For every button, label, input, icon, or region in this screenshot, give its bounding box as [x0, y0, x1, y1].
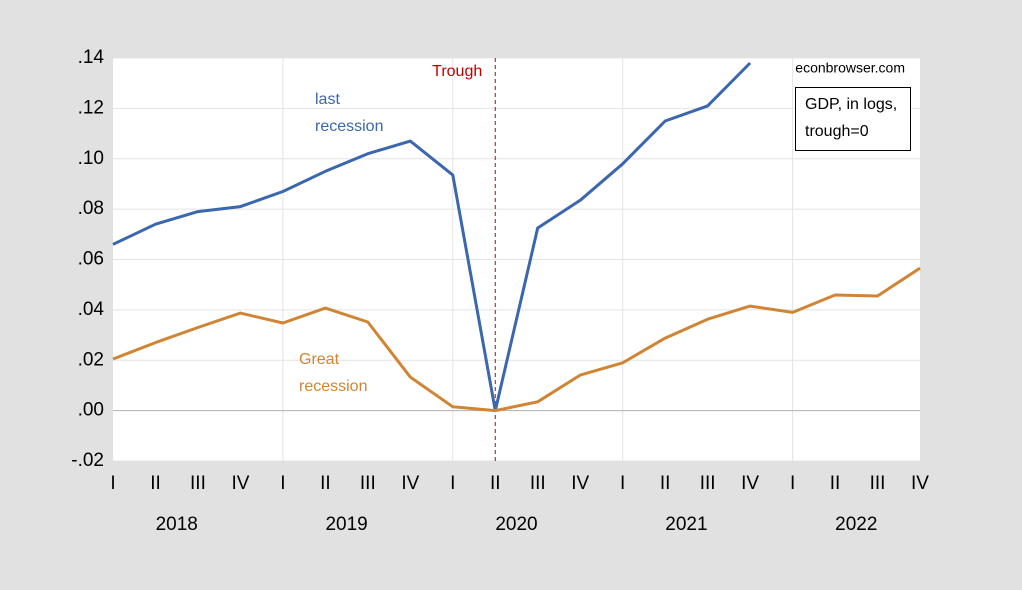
x-tick-label: II — [320, 473, 331, 494]
x-tick-label: IV — [911, 473, 929, 494]
y-tick-label: -.02 — [71, 450, 104, 471]
x-tick-label: III — [530, 473, 546, 494]
x-tick-label: II — [660, 473, 671, 494]
x-tick-label: III — [190, 473, 206, 494]
x-tick-label: IV — [401, 473, 419, 494]
x-tick-label: I — [110, 473, 115, 494]
year-label: 2019 — [325, 514, 367, 535]
y-tick-label: .04 — [78, 299, 105, 320]
y-tick-label: .12 — [78, 97, 104, 118]
year-label: 2022 — [835, 514, 877, 535]
series-line — [112, 266, 921, 413]
x-tick-label: IV — [741, 473, 759, 494]
year-label: 2018 — [156, 514, 198, 535]
x-tick-label: I — [790, 473, 795, 494]
x-tick-label: IV — [571, 473, 589, 494]
x-tick-label: II — [490, 473, 501, 494]
y-tick-label: .00 — [78, 400, 104, 421]
x-tick-label: II — [830, 473, 841, 494]
series-line — [112, 61, 752, 413]
x-tick-label: I — [450, 473, 455, 494]
series-label: last recession — [315, 91, 384, 135]
x-tick-label: I — [280, 473, 285, 494]
x-tick-label: III — [360, 473, 376, 494]
x-tick-label: II — [150, 473, 161, 494]
x-tick-label: I — [620, 473, 625, 494]
x-tick-label: IV — [231, 473, 249, 494]
y-tick-label: .14 — [78, 47, 105, 68]
y-tick-label: .06 — [78, 249, 104, 270]
y-tick-label: .10 — [78, 148, 104, 169]
year-label: 2021 — [665, 514, 707, 535]
y-tick-label: .02 — [78, 349, 104, 370]
source: econbrowser.com — [795, 60, 905, 76]
legend-box: GDP, in logs, trough=0 — [795, 87, 911, 151]
x-tick-label: III — [700, 473, 716, 494]
x-tick-label: III — [870, 473, 886, 494]
series-label: Great recession — [299, 351, 368, 395]
year-label: 2020 — [495, 514, 537, 535]
y-tick-label: .08 — [78, 198, 104, 219]
annotation-label: Trough — [432, 63, 482, 80]
